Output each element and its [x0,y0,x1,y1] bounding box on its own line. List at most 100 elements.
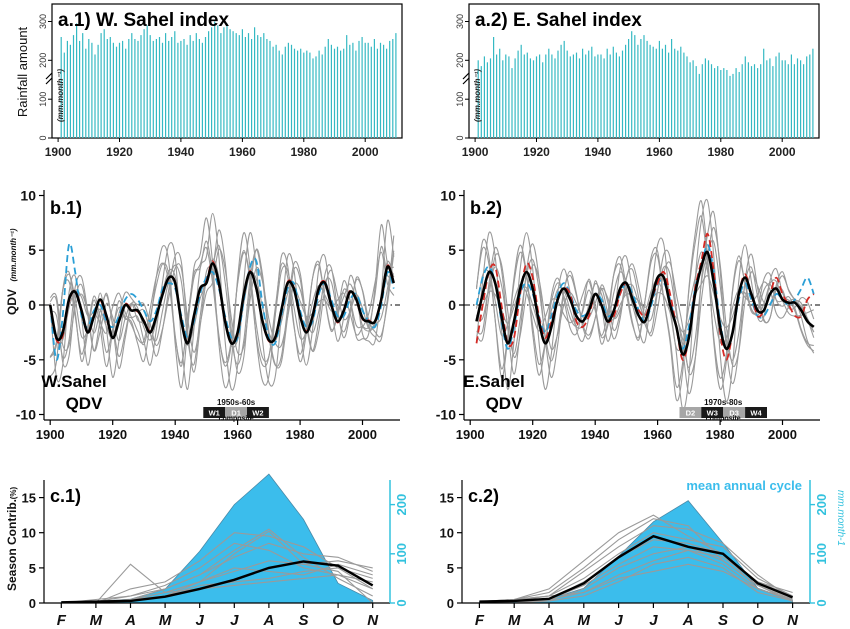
x-tick-label: 1920 [518,427,547,442]
legend-mean-annual-cycle: mean annual cycle [686,478,802,493]
mean-contrib-line [479,534,794,603]
y2-tick-label: 0 [814,599,829,606]
composite-box [723,407,746,418]
axis-break-mark [45,72,53,85]
y-tick-label: 0 [29,596,36,611]
composite-title: 1970s-80s [704,398,743,407]
y-tick-label: 10 [20,188,36,204]
region-label: W.Sahel [41,372,106,391]
member-line [479,563,793,603]
panel-title: a.2) E. Sahel index [475,10,642,31]
ensemble-line [475,251,815,352]
panel-b1: -10 -5 0 5 10 1900 1920 1940 1960 1980 2000 b.1) W.S… [5,188,400,442]
ensemble-line [476,210,815,395]
month-label: F [475,612,485,629]
composite-note: composite [706,416,741,423]
month-label: O [752,612,764,629]
x-tick-label: 1940 [581,427,610,442]
x-tick-label: 1940 [168,145,195,159]
y-tick-label: 0 [38,135,48,140]
panel-title: a.1) W. Sahel index [58,10,229,31]
series-mean [48,262,396,346]
y-tick-label: 10 [440,188,456,204]
y-tick-label: 5 [448,242,456,258]
panel-a2: 0 100 200 300 1900 1920 1940 1960 1980 2000 a.2) E… [455,3,820,159]
x-tick-label: 1960 [229,145,256,159]
month-label: N [367,612,379,629]
x-tick-label: 1900 [456,427,485,442]
y-tick-label: 5 [447,561,454,576]
composite-box [203,407,226,418]
member-line [61,532,373,604]
member-line [61,542,373,604]
y-tick-label: 0 [448,297,456,313]
series-red [475,232,815,361]
y-axis-label: Rainfall amount [15,26,30,117]
composite-box-label: W3 [707,409,718,418]
y-tick-label: 5 [28,242,36,258]
x-tick-label: 1900 [45,145,72,159]
composite-note: composite [219,416,254,423]
panel-title: b.1) [50,198,82,218]
panel-title: b.2) [470,198,502,218]
y-tick-label: -10 [436,407,456,423]
y2-tick-label: 100 [394,543,409,565]
series-mean [475,250,815,356]
month-label: J [649,612,658,629]
composite-title: 1950s-60s [217,398,256,407]
panel-a1: 0 100 200 300 1900 1920 1940 1960 1980 2000 a.1) W… [15,3,403,159]
annual-cycle-area [479,500,793,604]
x-tick-label: 1920 [106,145,133,159]
x-tick-label: 1900 [36,427,65,442]
month-label: A [262,612,274,629]
rain-bars [477,31,814,138]
composite-box [745,407,767,418]
y-tick-label: 200 [38,53,48,68]
y-tick-label: 15 [440,491,454,506]
x-tick-label: 1920 [98,427,127,442]
month-label: J [196,612,205,629]
composite-box-label: W1 [209,409,220,418]
region-sub-label: QDV [486,394,524,413]
y-tick-label: 5 [29,561,36,576]
axis-break-mark [462,72,470,85]
region-label: E.Sahel [463,372,524,391]
rain-bars [60,21,397,138]
panel-c2: 0 5 10 15 0 100 200 F M A M J J A S O Nc.2) mean annual c… [440,478,846,629]
x-tick-label: 1980 [706,427,735,442]
month-label: A [543,612,555,629]
series-blue [49,242,395,361]
composite-box [247,407,269,418]
y-tick-label: 0 [28,297,36,313]
unit-label: (mm.month⁻¹) [56,69,65,122]
unit-label: (mm.month⁻¹) [473,69,482,122]
member-line [61,528,373,604]
month-label: A [682,612,694,629]
y2-tick-label: 200 [814,494,829,516]
month-label: S [298,612,308,629]
composite-box [225,407,247,418]
month-label: S [718,612,728,629]
x-tick-label: 2000 [352,145,379,159]
x-tick-label: 1960 [643,427,672,442]
composite-box-label: W2 [252,409,263,418]
month-label: F [57,612,67,629]
y-axis-label: Season Contrib. [5,499,19,591]
y-axis-label: QDV [5,289,19,315]
composite-box-label: D3 [729,409,739,418]
x-tick-label: 1940 [585,145,612,159]
x-tick-label: 2000 [769,145,796,159]
member-line [479,546,793,604]
ensemble-members [49,212,395,391]
month-label: J [230,612,239,629]
y-tick-label: 15 [22,491,36,506]
y2-tick-label: 200 [394,494,409,516]
month-label: O [332,612,344,629]
month-label: M [508,612,521,629]
month-label: A [124,612,136,629]
y2-axis-label: mm.month-1 [835,490,846,546]
mean-contrib-line [61,560,374,604]
composite-box-label: D2 [686,409,696,418]
